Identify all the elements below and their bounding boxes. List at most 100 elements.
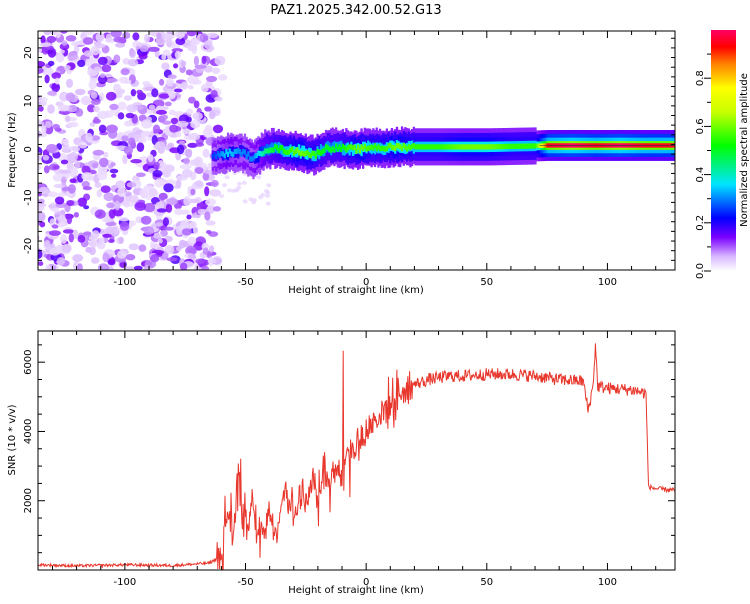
- noise-blob: [241, 180, 247, 185]
- noise-blob: [43, 31, 52, 36]
- noise-blob: [51, 72, 61, 80]
- noise-blob: [72, 254, 84, 263]
- noise-blob: [106, 202, 115, 209]
- ridge-cell: [282, 148, 285, 154]
- noise-blob: [154, 178, 165, 188]
- noise-blob: [93, 66, 102, 72]
- ridge-cell: [294, 148, 297, 154]
- noise-blob: [175, 131, 182, 138]
- ridge-cell: [492, 144, 495, 150]
- ridge-cell: [314, 153, 318, 159]
- noise-blob: [174, 88, 183, 93]
- noise-blob: [193, 55, 199, 66]
- noise-blob: [213, 206, 221, 212]
- ridge-cell: [476, 144, 480, 150]
- noise-blob: [65, 35, 77, 42]
- noise-blob: [123, 120, 133, 127]
- noise-blob: [202, 127, 213, 138]
- noise-blob: [65, 78, 74, 89]
- ridge-cell: [296, 147, 299, 153]
- noise-blob: [61, 40, 68, 46]
- noise-blob: [54, 77, 60, 85]
- noise-blob: [94, 209, 106, 219]
- noise-blob: [119, 221, 130, 231]
- ridge-cell: [297, 144, 301, 155]
- snr-series-line: [38, 343, 675, 570]
- x-tick-label: 0: [363, 577, 369, 588]
- noise-blob: [165, 203, 173, 213]
- noise-blob: [185, 69, 193, 76]
- noise-blob: [46, 35, 57, 43]
- noise-blob: [48, 204, 58, 209]
- noise-blob: [52, 173, 64, 182]
- noise-blob: [237, 181, 242, 186]
- ridge-cell: [348, 144, 351, 150]
- ridge-cell: [409, 145, 412, 151]
- x-tick-label: 50: [480, 577, 493, 588]
- noise-blob: [136, 89, 143, 95]
- ridge-cell: [328, 146, 331, 152]
- noise-blob: [127, 58, 139, 67]
- ridge-cell: [407, 144, 410, 150]
- snr-axes: -100 -50 0 50 100 2000 4000 6000: [23, 331, 675, 588]
- ridge-cell: [259, 150, 262, 157]
- ridge-cell: [411, 143, 414, 149]
- noise-blob: [179, 164, 192, 170]
- noise-blob: [183, 157, 190, 165]
- ridge-cell: [247, 151, 250, 157]
- ridge-cell: [223, 153, 226, 159]
- ridge-cell: [498, 144, 502, 150]
- ridge-cell: [387, 143, 390, 149]
- ridge-cell: [260, 146, 263, 157]
- noise-blob: [190, 119, 201, 129]
- noise-blob: [209, 245, 215, 253]
- ridge-cell: [350, 144, 353, 150]
- ridge-cell: [434, 144, 437, 150]
- noise-blob: [158, 93, 170, 99]
- ridge-cell: [343, 145, 346, 151]
- noise-blob: [265, 193, 271, 198]
- noise-blob: [61, 176, 67, 186]
- noise-blob: [38, 198, 45, 205]
- noise-blob: [77, 59, 86, 68]
- noise-blob: [242, 199, 248, 204]
- noise-blob: [105, 33, 113, 42]
- ridge-cell: [351, 145, 355, 156]
- ridge-cell: [363, 143, 366, 149]
- ridge-cell: [458, 144, 461, 150]
- ridge-cell: [470, 144, 473, 150]
- ridge-cell: [525, 143, 529, 149]
- ridge-cell: [292, 150, 296, 156]
- ridge-cell: [299, 151, 302, 157]
- noise-blob: [38, 67, 44, 74]
- noise-blob: [195, 142, 205, 147]
- ridge-cell: [483, 144, 486, 150]
- noise-blob: [85, 132, 93, 143]
- noise-blob: [45, 121, 52, 128]
- noise-blob: [159, 78, 165, 86]
- ridge-cell: [221, 151, 225, 157]
- ridge-cell: [380, 145, 383, 151]
- ridge-cell: [441, 144, 444, 150]
- noise-blob: [97, 170, 108, 181]
- ridge-cell: [319, 144, 323, 155]
- noise-blob: [105, 226, 115, 235]
- noise-blob: [90, 135, 101, 141]
- noise-blob: [171, 48, 184, 53]
- noise-blob: [78, 141, 88, 149]
- noise-blob: [194, 167, 204, 174]
- noise-blob: [119, 217, 129, 222]
- noise-blob: [40, 132, 47, 138]
- ridge-cell: [416, 144, 419, 150]
- noise-blob: [132, 32, 140, 41]
- noise-blob: [130, 159, 142, 164]
- chart-title: PAZ1.2025.342.00.52.G13: [270, 3, 441, 18]
- ridge-cell: [539, 143, 542, 148]
- noise-blob: [44, 74, 50, 84]
- ridge-cell: [242, 149, 245, 155]
- noise-blob: [181, 60, 187, 67]
- noise-blob: [188, 96, 196, 104]
- x-tick-label: -100: [114, 577, 137, 588]
- noise-blob: [186, 214, 192, 220]
- ridge-cell: [412, 143, 415, 154]
